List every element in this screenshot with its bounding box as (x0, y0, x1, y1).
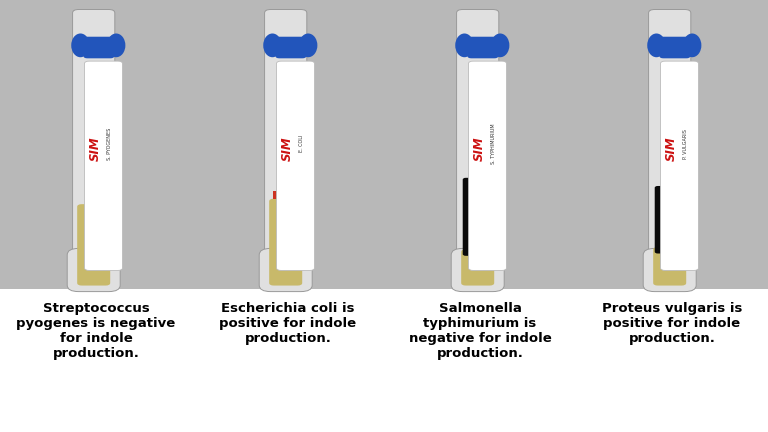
FancyBboxPatch shape (660, 37, 690, 58)
Text: P. VULGARIS: P. VULGARIS (684, 129, 688, 159)
Text: Escherichia coli is
positive for indole
production.: Escherichia coli is positive for indole … (220, 302, 356, 346)
FancyBboxPatch shape (72, 10, 115, 271)
Text: SIM: SIM (473, 137, 486, 162)
Text: Streptococcus
pyogenes is negative
for indole
production.: Streptococcus pyogenes is negative for i… (16, 302, 176, 360)
Text: Salmonella
typhimurium is
negative for indole
production.: Salmonella typhimurium is negative for i… (409, 302, 551, 360)
Text: SIM: SIM (665, 137, 678, 162)
Text: S. TYPHIMURIUM: S. TYPHIMURIUM (492, 123, 496, 164)
FancyBboxPatch shape (653, 247, 687, 286)
FancyBboxPatch shape (77, 204, 111, 286)
FancyBboxPatch shape (259, 248, 312, 292)
FancyBboxPatch shape (654, 186, 685, 254)
Ellipse shape (455, 34, 474, 57)
FancyBboxPatch shape (648, 10, 691, 271)
FancyBboxPatch shape (660, 61, 699, 270)
FancyBboxPatch shape (68, 248, 121, 292)
FancyBboxPatch shape (276, 61, 315, 270)
Bar (0, 0, 768, 289)
FancyBboxPatch shape (269, 199, 302, 286)
FancyBboxPatch shape (452, 248, 505, 292)
FancyBboxPatch shape (264, 10, 306, 271)
Text: SIM: SIM (89, 137, 102, 162)
FancyBboxPatch shape (84, 61, 123, 270)
Bar (273, 191, 298, 199)
Ellipse shape (683, 34, 701, 57)
Ellipse shape (299, 34, 317, 57)
Ellipse shape (491, 34, 509, 57)
FancyBboxPatch shape (276, 37, 306, 58)
FancyBboxPatch shape (468, 37, 498, 58)
Text: S. PYOGENES: S. PYOGENES (108, 127, 112, 160)
Text: Proteus vulgaris is
positive for indole
production.: Proteus vulgaris is positive for indole … (602, 302, 742, 346)
Ellipse shape (107, 34, 125, 57)
FancyBboxPatch shape (461, 249, 495, 286)
Text: E. COLI: E. COLI (300, 135, 304, 152)
FancyBboxPatch shape (84, 37, 114, 58)
FancyBboxPatch shape (468, 61, 507, 270)
Bar (0, 289, 768, 432)
FancyBboxPatch shape (644, 248, 696, 292)
FancyBboxPatch shape (456, 10, 499, 271)
Ellipse shape (71, 34, 90, 57)
Ellipse shape (647, 34, 666, 57)
Text: SIM: SIM (281, 137, 294, 162)
Ellipse shape (263, 34, 282, 57)
FancyBboxPatch shape (462, 178, 493, 256)
